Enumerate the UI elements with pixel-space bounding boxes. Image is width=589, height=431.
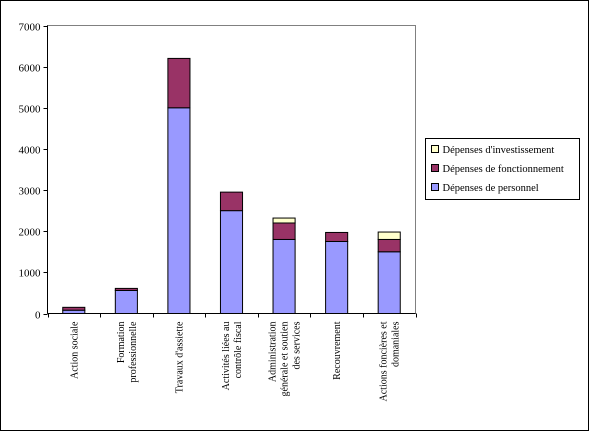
bar-segment-personnel xyxy=(377,251,401,314)
bar-segment-fonctionnement xyxy=(219,191,244,212)
x-category-label: Recouvrement xyxy=(332,321,343,380)
bar-segment-personnel xyxy=(114,289,138,314)
x-category-label: Travaux d'assiette xyxy=(174,321,185,393)
y-tick-label: 4000 xyxy=(19,145,42,157)
x-category-label-line: des services xyxy=(292,321,303,369)
bar-segment-personnel xyxy=(219,210,244,314)
x-category-label: Formation professionnelle xyxy=(116,321,139,383)
legend-swatch xyxy=(431,145,439,153)
x-category-label-line: Actions foncières et xyxy=(379,321,390,401)
y-tick-label: 7000 xyxy=(19,22,42,34)
legend-swatch xyxy=(431,164,439,172)
bar-segment-investissement xyxy=(377,231,401,240)
x-category-label-line: Action sociale xyxy=(69,321,80,379)
x-category-label-line: Activités liées au xyxy=(221,322,232,391)
y-tick-label: 6000 xyxy=(19,63,42,75)
bar-segment-fonctionnement xyxy=(272,222,296,240)
bar-segment-fonctionnement xyxy=(114,287,138,291)
y-tick-label: 5000 xyxy=(19,104,42,116)
y-axis: 0 1000 2000 3000 4000 5000 6000 7000 xyxy=(19,22,48,322)
legend-box xyxy=(425,138,580,200)
y-tick-label: 2000 xyxy=(19,227,42,239)
legend-swatch xyxy=(431,183,439,191)
x-category-label-line: Travaux d'assiette xyxy=(174,321,185,393)
y-tick-label: 3000 xyxy=(19,186,42,198)
bar-segment-personnel xyxy=(272,238,296,314)
legend: Dépenses d'investissement Dépenses de fon… xyxy=(425,138,580,200)
x-category-label: Activités liées au contrôle fiscal xyxy=(221,321,244,390)
x-axis: Action sociale Formation professionnelle Tr… xyxy=(47,313,417,401)
bar-segment-investissement xyxy=(272,217,296,224)
y-tick-label: 0 xyxy=(35,310,41,322)
y-tick-label: 1000 xyxy=(19,268,42,280)
bar-segment-fonctionnement xyxy=(325,231,349,242)
bar-segment-fonctionnement xyxy=(62,306,86,311)
legend-label: Dépenses de fonctionnement xyxy=(443,164,564,175)
x-category-label-line: Formation xyxy=(116,322,127,364)
x-category-label: Actions foncières et domaniales xyxy=(379,321,402,401)
x-category-label: Administration générale et soutien des ser… xyxy=(268,321,303,396)
bar-segment-personnel xyxy=(167,107,191,315)
legend-label: Dépenses d'investissement xyxy=(443,145,555,156)
x-category-label-line: professionnelle xyxy=(128,321,139,383)
bar-segment-personnel xyxy=(325,241,349,314)
x-category-label-line: domaniales xyxy=(391,321,402,367)
bar-segment-fonctionnement xyxy=(167,57,191,109)
x-category-label-line: générale et soutien xyxy=(280,322,291,397)
x-category-label-line: contrôle fiscal xyxy=(233,321,244,378)
legend-label: Dépenses de personnel xyxy=(443,183,539,194)
x-category-label-line: Administration xyxy=(268,322,279,383)
x-category-label-line: Recouvrement xyxy=(332,321,343,380)
bar-segment-fonctionnement xyxy=(377,238,401,253)
x-category-label: Action sociale xyxy=(69,321,80,379)
